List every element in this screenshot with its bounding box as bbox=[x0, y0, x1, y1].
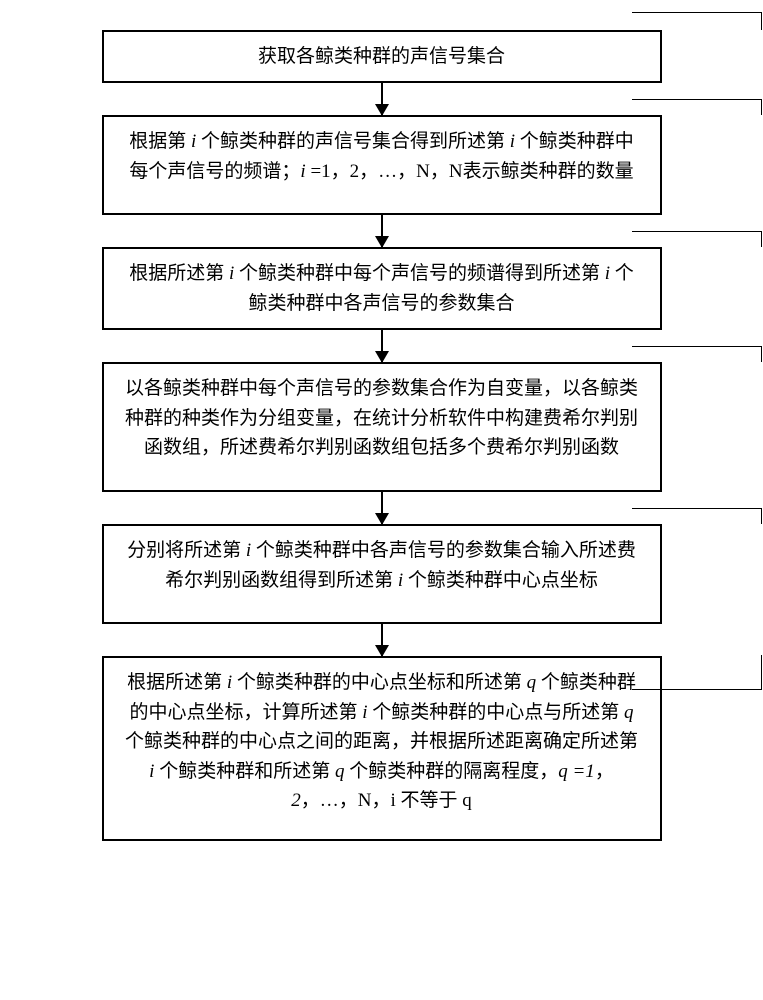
arrow-5 bbox=[381, 624, 383, 656]
step-101-text: 获取各鲸类种群的声信号集合 bbox=[258, 46, 505, 67]
step-103-connector bbox=[632, 231, 762, 247]
arrow-3 bbox=[381, 330, 383, 362]
step-105-text: 分别将所述第 i 个鲸类种群中各声信号的参数集合输入所述费希尔判别函数组得到所述… bbox=[127, 540, 636, 590]
step-102-box: 根据第 i 个鲸类种群的声信号集合得到所述第 i 个鲸类种群中每个声信号的频谱；… bbox=[102, 115, 662, 215]
step-102-container: 根据第 i 个鲸类种群的声信号集合得到所述第 i 个鲸类种群中每个声信号的频谱；… bbox=[102, 115, 662, 215]
arrow-4 bbox=[381, 492, 383, 524]
step-102-text: 根据第 i 个鲸类种群的声信号集合得到所述第 i 个鲸类种群中每个声信号的频谱；… bbox=[129, 131, 634, 181]
step-103-text: 根据所述第 i 个鲸类种群中每个声信号的频谱得到所述第 i 个鲸类种群中各声信号… bbox=[129, 263, 634, 313]
arrow-2 bbox=[381, 215, 383, 247]
step-105-container: 分别将所述第 i 个鲸类种群中各声信号的参数集合输入所述费希尔判别函数组得到所述… bbox=[102, 524, 662, 624]
step-104-container: 以各鲸类种群中每个声信号的参数集合作为自变量，以各鲸类种群的种类作为分组变量，在… bbox=[102, 362, 662, 492]
step-104-box: 以各鲸类种群中每个声信号的参数集合作为自变量，以各鲸类种群的种类作为分组变量，在… bbox=[102, 362, 662, 492]
step-106-connector bbox=[632, 655, 762, 690]
flowchart-container: 获取各鲸类种群的声信号集合 101 根据第 i 个鲸类种群的声信号集合得到所述第… bbox=[0, 0, 763, 1000]
step-104-text: 以各鲸类种群中每个声信号的参数集合作为自变量，以各鲸类种群的种类作为分组变量，在… bbox=[125, 378, 638, 458]
step-105-connector bbox=[632, 508, 762, 524]
step-101-connector bbox=[632, 12, 762, 30]
step-102-connector bbox=[632, 99, 762, 115]
step-103-container: 根据所述第 i 个鲸类种群中每个声信号的频谱得到所述第 i 个鲸类种群中各声信号… bbox=[102, 247, 662, 330]
step-101-box: 获取各鲸类种群的声信号集合 bbox=[102, 30, 662, 83]
step-104-connector bbox=[632, 346, 762, 362]
step-106-box: 根据所述第 i 个鲸类种群的中心点坐标和所述第 q 个鲸类种群的中心点坐标，计算… bbox=[102, 656, 662, 841]
step-105-box: 分别将所述第 i 个鲸类种群中各声信号的参数集合输入所述费希尔判别函数组得到所述… bbox=[102, 524, 662, 624]
step-103-box: 根据所述第 i 个鲸类种群中每个声信号的频谱得到所述第 i 个鲸类种群中各声信号… bbox=[102, 247, 662, 330]
arrow-1 bbox=[381, 83, 383, 115]
step-106-container: 根据所述第 i 个鲸类种群的中心点坐标和所述第 q 个鲸类种群的中心点坐标，计算… bbox=[102, 656, 662, 841]
step-106-text: 根据所述第 i 个鲸类种群的中心点坐标和所述第 q 个鲸类种群的中心点坐标，计算… bbox=[125, 672, 638, 811]
step-101-container: 获取各鲸类种群的声信号集合 101 bbox=[102, 30, 662, 83]
